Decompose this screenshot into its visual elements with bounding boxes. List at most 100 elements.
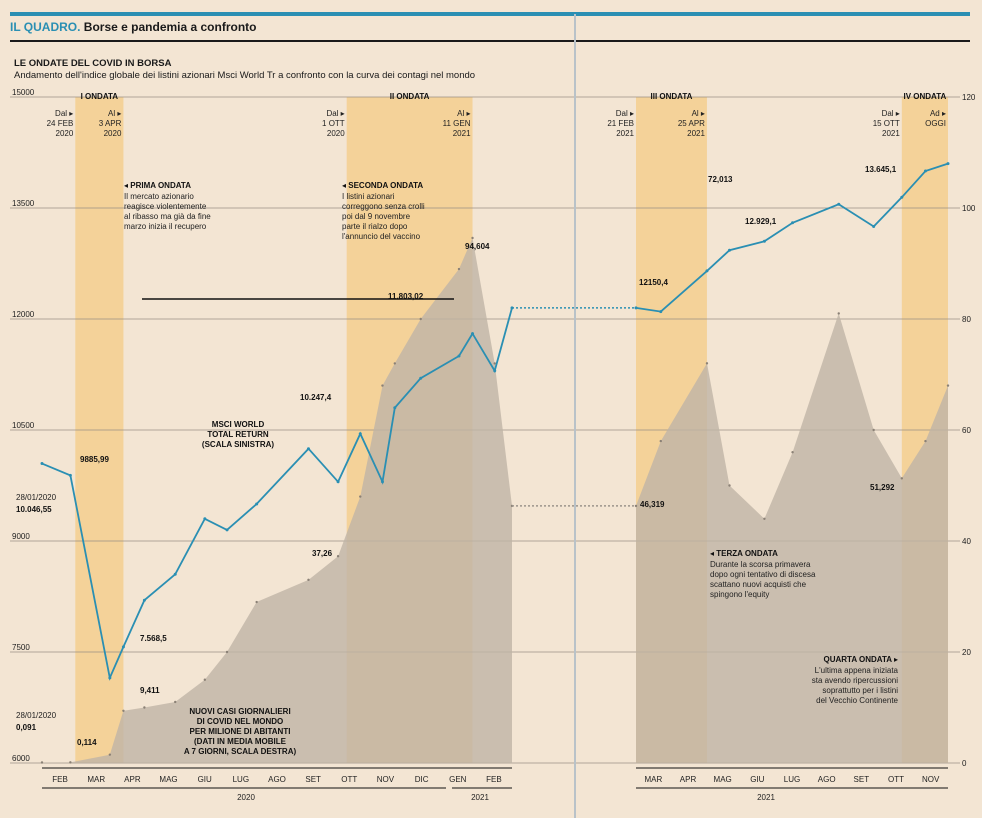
cases-point: [336, 555, 340, 558]
right-axis-tick: 20: [962, 648, 971, 657]
wave-to-label: Al ▸: [457, 109, 470, 118]
msci-point: [457, 354, 461, 358]
cases-point: [307, 578, 310, 582]
month-label: OTT: [341, 775, 357, 784]
msci-point: [358, 432, 362, 436]
month-label: MAG: [159, 775, 177, 784]
msci-value-label: 9885,99: [80, 455, 109, 464]
msci-point: [634, 306, 638, 310]
month-label: APR: [124, 775, 141, 784]
month-label: LUG: [233, 775, 249, 784]
cases-value-label: 37,26: [312, 549, 333, 558]
month-label: FEB: [52, 775, 68, 784]
cases-point: [791, 451, 794, 454]
msci-point: [872, 225, 876, 228]
cases-point: [40, 761, 44, 764]
cases-point: [634, 504, 638, 508]
month-label: DIC: [415, 775, 429, 784]
chart-subtitle: Andamento dell'indice globale dei listin…: [14, 70, 476, 81]
wave-from-label: Dal ▸: [616, 109, 634, 118]
wave-to-date: OGGI: [925, 119, 946, 128]
annotation-text-4: L'ultima appena iniziata sta avendo riper…: [812, 666, 899, 705]
msci-point: [173, 572, 177, 576]
wave-from-date: 21 FEB 2021: [607, 119, 634, 138]
msci-point: [791, 221, 795, 225]
cases-value-label: 51,292: [870, 483, 895, 492]
wave-to-label: Ad ▸: [930, 109, 946, 118]
msci-point: [203, 517, 207, 521]
cases-start-date: 28/01/2020: [16, 711, 57, 720]
annotation-text-2: I listini azionari correggono senza croll…: [342, 192, 425, 241]
right-axis-tick: 60: [962, 426, 971, 435]
wave-name-4: IV ONDATA: [904, 92, 947, 101]
wave-from-date: 15 OTT 2021: [873, 119, 901, 138]
msci-start-date: 28/01/2020: [16, 493, 57, 502]
right-axis-tick: 40: [962, 537, 971, 546]
cases-point: [381, 384, 384, 387]
cases-point: [705, 362, 709, 365]
annotation-title-4: QUARTA ONDATA ▸: [823, 655, 898, 664]
cases-series-label: NUOVI CASI GIORNALIERI DI COVID NEL MONDO…: [184, 707, 297, 756]
msci-point: [121, 645, 125, 649]
wave-name-3: III ONDATA: [651, 92, 693, 101]
year-label: 2020: [237, 793, 255, 802]
wave-from-label: Dal ▸: [882, 109, 900, 118]
wave-to-date: 11 GEN 2021: [443, 119, 471, 138]
top-accent-bar: [10, 12, 970, 16]
msci-point: [471, 332, 475, 336]
left-axis-tick: 6000: [12, 754, 30, 763]
cases-point: [225, 650, 229, 654]
cases-point: [143, 706, 146, 709]
cases-point: [255, 600, 258, 604]
month-label: NOV: [922, 775, 940, 784]
cases-value-label: 94,604: [465, 242, 490, 251]
cases-point: [728, 484, 731, 487]
month-label: APR: [680, 775, 697, 784]
right-axis-tick: 100: [962, 204, 976, 213]
right-axis-tick: 120: [962, 93, 976, 102]
cases-area-1: [42, 237, 512, 763]
month-label: SET: [305, 775, 321, 784]
wave-to-label: Al ▸: [692, 109, 705, 118]
msci-point: [108, 676, 112, 680]
msci-point: [419, 376, 423, 380]
wave-from-label: Dal ▸: [55, 109, 73, 118]
msci-point: [837, 202, 841, 206]
cases-value-label: 0,114: [77, 738, 97, 747]
wave-name-2: II ONDATA: [390, 92, 430, 101]
cases-value-label: 46,319: [640, 500, 665, 509]
cases-point: [393, 362, 397, 365]
month-label: MAR: [644, 775, 662, 784]
msci-series-label: MSCI WORLD TOTAL RETURN (SCALA SINISTRA): [202, 420, 274, 449]
month-label: SET: [854, 775, 870, 784]
cases-value-label: 72,013: [708, 175, 733, 184]
annotation-text-1: Il mercato azionario reagisce violentemen…: [124, 192, 211, 231]
msci-point: [336, 480, 340, 484]
month-label: GIU: [750, 775, 764, 784]
wave-to-label: Al ▸: [108, 109, 121, 118]
wave-to-date: 25 APR 2021: [678, 119, 706, 138]
msci-point: [493, 369, 497, 373]
msci-point: [40, 462, 44, 466]
msci-point: [705, 269, 709, 273]
msci-point: [923, 169, 927, 173]
msci-point: [306, 447, 310, 451]
month-label: GEN: [449, 775, 467, 784]
chart-title: LE ONDATE DEL COVID IN BORSA: [14, 58, 172, 69]
year-label: 2021: [471, 793, 489, 802]
cases-point: [69, 761, 72, 764]
msci-value-label: 12.929,1: [745, 217, 777, 226]
annotation-title-2: ◂ SECONDA ONDATA: [342, 181, 423, 190]
wave-from-label: Dal ▸: [326, 109, 344, 118]
annotation-title-1: ◂ PRIMA ONDATA: [124, 181, 191, 190]
cases-point: [108, 753, 112, 756]
month-label: MAR: [87, 775, 105, 784]
wave-name-1: I ONDATA: [81, 92, 119, 101]
cases-point: [659, 439, 662, 443]
headline-kicker: IL QUADRO.: [10, 20, 81, 34]
msci-point: [393, 406, 397, 410]
cases-point: [203, 678, 207, 681]
cases-point: [419, 317, 422, 321]
month-label: OTT: [888, 775, 904, 784]
